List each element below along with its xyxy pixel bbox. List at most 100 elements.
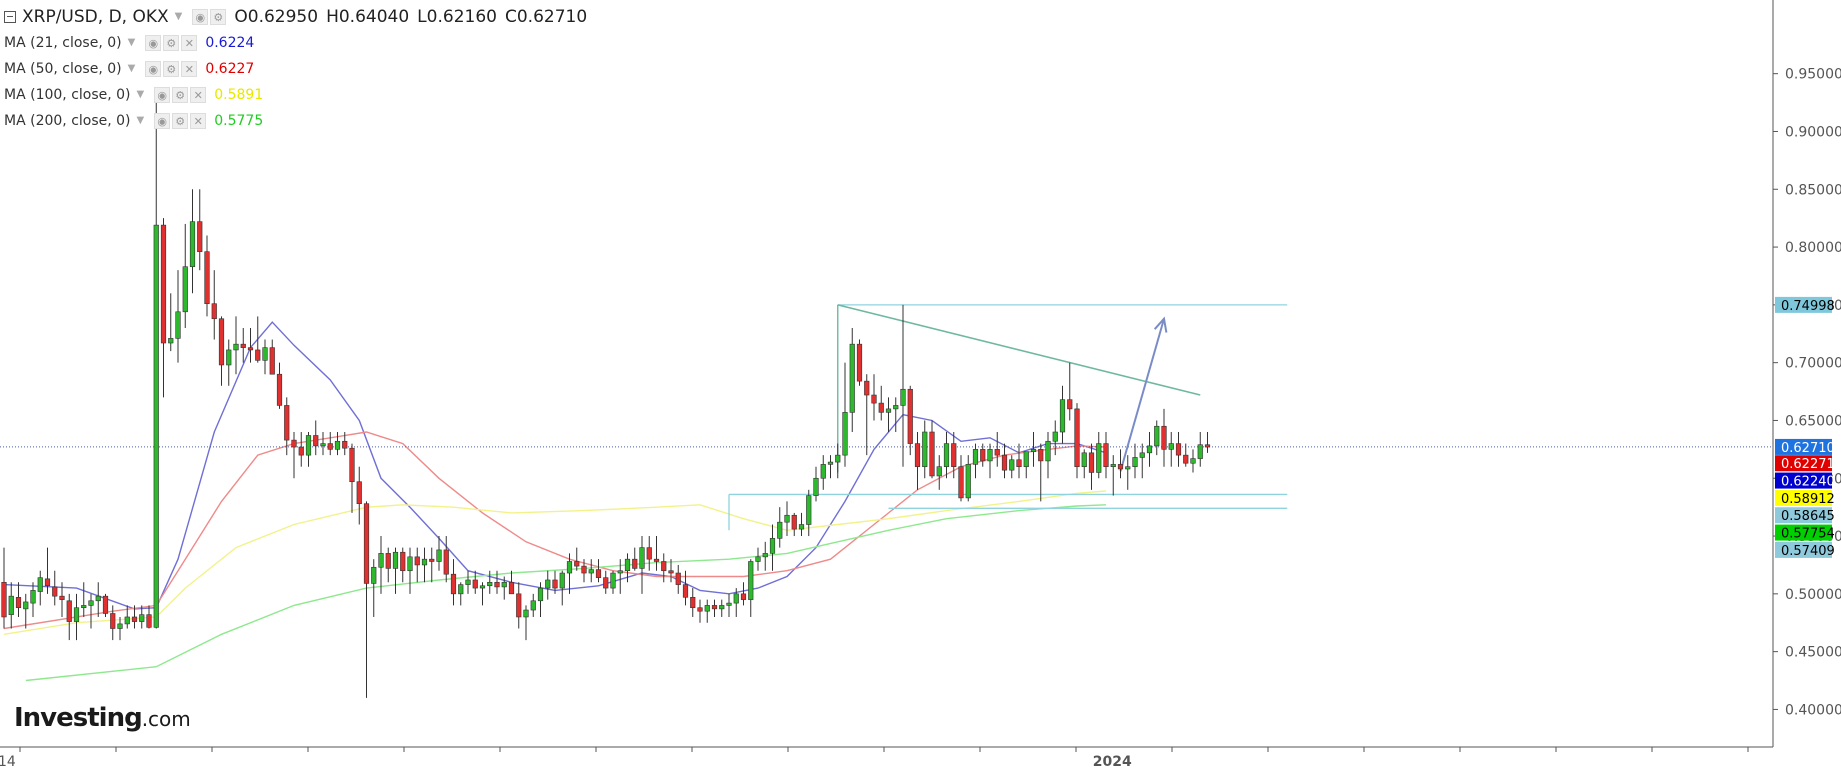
- chevron-down-icon[interactable]: ▼: [127, 37, 136, 48]
- candle-body: [827, 461, 834, 465]
- candle-body: [305, 435, 312, 456]
- candle-body: [1117, 464, 1124, 470]
- candle-body: [900, 388, 906, 406]
- study-label[interactable]: MA (21, close, 0): [4, 35, 122, 51]
- candle-body: [1045, 440, 1051, 462]
- chevron-down-icon[interactable]: ▼: [136, 115, 145, 126]
- close-icon[interactable]: ✕: [181, 61, 198, 77]
- candle-body: [791, 514, 797, 530]
- gear-icon[interactable]: ⚙: [163, 35, 180, 51]
- candle-body: [1175, 443, 1182, 456]
- eye-icon[interactable]: ◉: [145, 61, 162, 77]
- candle-body: [320, 443, 326, 447]
- price-tag-bg: [1775, 507, 1832, 524]
- y-tick-label: 0.70000: [1785, 356, 1841, 372]
- eye-icon[interactable]: ◉: [154, 87, 171, 103]
- breakout-arrow: [1119, 318, 1165, 472]
- candle-body: [37, 577, 43, 592]
- candle-body: [1110, 464, 1116, 467]
- y-tick-label: 0.85000: [1785, 182, 1841, 198]
- symbol-label[interactable]: XRP/USD, D, OKX: [22, 7, 169, 27]
- study-label[interactable]: MA (50, close, 0): [4, 61, 122, 77]
- price-tag-bg: [1775, 472, 1832, 489]
- candle-body: [284, 405, 290, 441]
- candle-body: [1038, 449, 1044, 462]
- candle-body: [102, 595, 109, 614]
- close-icon[interactable]: ✕: [190, 87, 207, 103]
- chevron-down-icon[interactable]: ▼: [127, 63, 136, 74]
- candle-body: [1023, 451, 1029, 467]
- low-label: L: [417, 7, 427, 27]
- candle-body: [8, 595, 14, 615]
- study-label[interactable]: MA (200, close, 0): [4, 113, 131, 129]
- chevron-down-icon[interactable]: ▼: [174, 11, 183, 22]
- candle-body: [682, 584, 689, 598]
- candle-body: [1204, 444, 1211, 448]
- candle-body: [1052, 431, 1058, 442]
- descending-trendline: [837, 304, 1201, 396]
- candle-body: [189, 221, 196, 268]
- candle-body: [885, 408, 892, 413]
- close-icon[interactable]: ✕: [181, 35, 198, 51]
- candle-body: [501, 581, 507, 588]
- study-label[interactable]: MA (100, close, 0): [4, 87, 131, 103]
- candle-body: [943, 443, 950, 467]
- price-tag-label: 0.62710: [1781, 441, 1835, 456]
- candle-body: [88, 600, 94, 606]
- gear-icon[interactable]: ⚙: [163, 61, 180, 77]
- eye-icon[interactable]: ◉: [192, 9, 209, 25]
- y-tick-label: 0.45000: [1785, 645, 1841, 661]
- candle-body: [588, 569, 594, 574]
- price-tag-label: 0.58645: [1781, 509, 1835, 524]
- candle-body: [704, 605, 710, 612]
- candle-body: [124, 616, 130, 625]
- gear-icon[interactable]: ⚙: [172, 87, 189, 103]
- logo-brand: Investing: [14, 703, 143, 733]
- collapse-icon[interactable]: [4, 11, 16, 23]
- gear-icon[interactable]: ⚙: [172, 113, 189, 129]
- candle-body: [907, 388, 913, 444]
- candle-body: [958, 466, 964, 499]
- candle-body: [356, 481, 362, 504]
- candle-body: [936, 466, 942, 477]
- candle-body: [1074, 408, 1080, 467]
- candle-body: [813, 477, 819, 496]
- candle-body: [574, 561, 580, 567]
- candle-body: [1183, 454, 1189, 464]
- price-tag-bg: [1775, 489, 1832, 506]
- price-tag-label: 0.62271: [1781, 457, 1835, 472]
- candlesticks: [1, 96, 1211, 698]
- candle-body: [1081, 452, 1087, 467]
- price-tag-bg: [1775, 455, 1832, 472]
- candle-body: [914, 443, 921, 467]
- candle-body: [1168, 443, 1174, 450]
- candle-body: [429, 558, 435, 562]
- candle-body: [52, 586, 58, 597]
- price-tag-bg: [1775, 296, 1832, 313]
- eye-icon[interactable]: ◉: [154, 113, 171, 129]
- candle-body: [922, 431, 928, 467]
- close-label: C: [504, 7, 517, 27]
- candle-body: [204, 251, 210, 305]
- eye-icon[interactable]: ◉: [145, 35, 162, 51]
- candle-body: [1139, 452, 1145, 458]
- gear-icon[interactable]: ⚙: [210, 9, 227, 25]
- candle-body: [726, 602, 732, 606]
- drawings[interactable]: [0, 304, 1773, 531]
- candle-body: [211, 303, 217, 320]
- candle-body: [1088, 452, 1095, 473]
- candle-body: [871, 394, 877, 404]
- open-label: O: [234, 7, 248, 27]
- candle-body: [798, 524, 805, 530]
- candle-body: [552, 579, 558, 589]
- candle-body: [218, 318, 225, 366]
- candle-body: [255, 349, 261, 361]
- chevron-down-icon[interactable]: ▼: [136, 89, 145, 100]
- close-value: 0.62710: [516, 7, 588, 27]
- candle-body: [262, 347, 268, 361]
- close-icon[interactable]: ✕: [190, 113, 207, 129]
- candle-body: [182, 266, 188, 313]
- candle-body: [95, 595, 101, 602]
